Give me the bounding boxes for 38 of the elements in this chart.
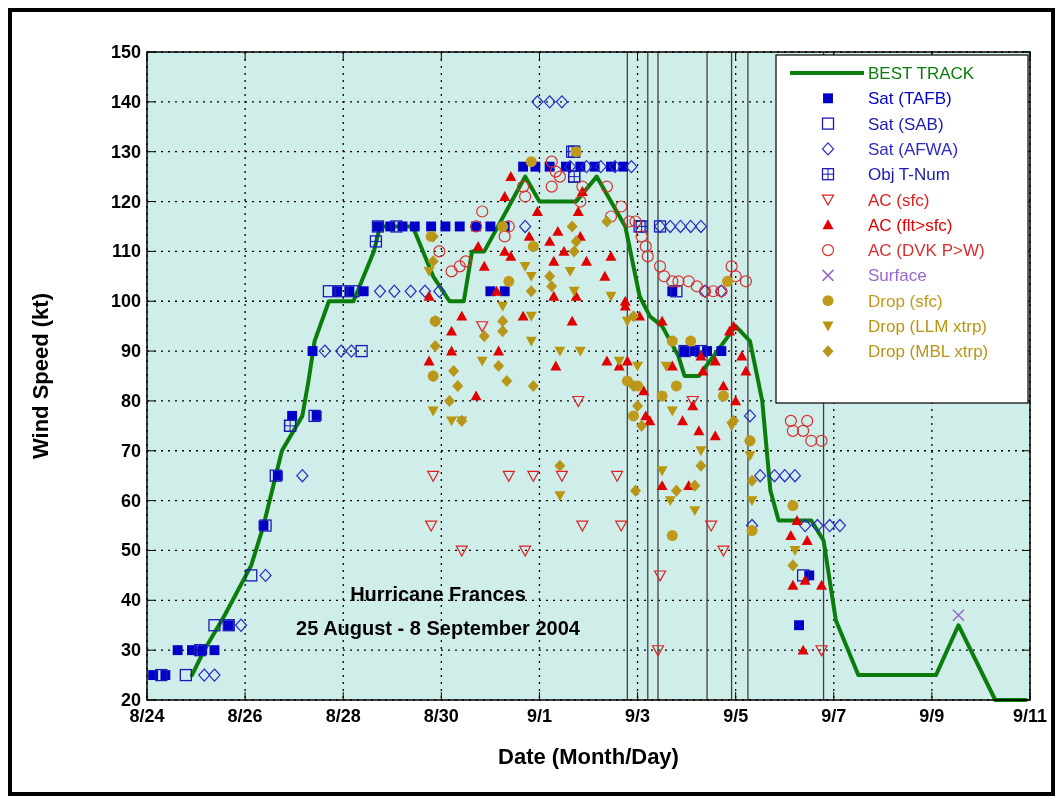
x-tick-label: 9/9: [919, 706, 945, 726]
y-tick-label: 30: [120, 640, 141, 661]
y-axis-title: Wind Speed (kt): [28, 292, 53, 460]
y-tick-label: 150: [110, 42, 141, 62]
y-tick-label: 110: [111, 241, 141, 262]
legend-label: AC (sfc): [868, 190, 930, 210]
x-axis-title: Date (Month/Day): [498, 744, 679, 769]
legend-label: BEST TRACK: [868, 64, 975, 83]
legend-label: Sat (TAFB): [868, 89, 952, 109]
legend-label: Surface: [868, 266, 927, 286]
legend-label: Sat (SAB): [868, 114, 944, 134]
annotation: 25 August - 8 September 2004: [296, 617, 581, 639]
y-tick-label: 60: [120, 490, 141, 511]
x-tick-label: 9/7: [821, 706, 847, 726]
y-tick-label: 80: [120, 390, 141, 411]
y-tick-label: 50: [120, 540, 141, 561]
y-tick-label: 100: [110, 291, 141, 312]
legend-label: Drop (LLM xtrp): [868, 317, 988, 336]
x-tick-label: 9/3: [625, 706, 651, 726]
x-tick-label: 9/1: [526, 706, 552, 726]
x-tick-label: 8/30: [423, 706, 459, 726]
legend-label: Drop (sfc): [868, 291, 943, 311]
annotation: Hurricane Frances: [350, 583, 526, 605]
legend-label: AC (DVK P>W): [868, 241, 985, 261]
y-tick-label: 130: [110, 141, 141, 162]
legend-label: Drop (MBL xtrp): [868, 342, 989, 362]
legend-label: Sat (AFWA): [868, 139, 959, 159]
legend-label: AC (flt>sfc): [868, 215, 953, 235]
y-tick-label: 90: [120, 341, 141, 362]
y-tick-label: 40: [120, 590, 141, 611]
x-tick-label: 8/26: [227, 706, 263, 726]
y-tick-label: 140: [110, 91, 141, 112]
x-tick-label: 9/11: [1012, 706, 1048, 726]
y-tick-label: 120: [110, 191, 141, 212]
x-tick-label: 8/28: [325, 706, 361, 726]
legend-label: Obj T-Num: [868, 165, 950, 185]
x-tick-label: 9/5: [723, 706, 749, 726]
y-tick-label: 70: [120, 440, 141, 461]
